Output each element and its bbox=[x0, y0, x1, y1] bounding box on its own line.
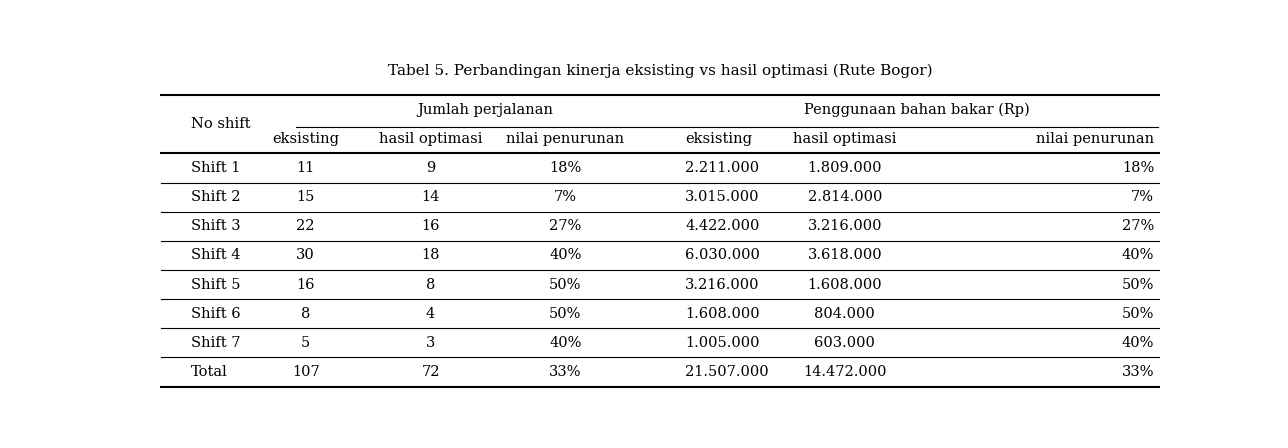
Text: 11: 11 bbox=[296, 161, 314, 175]
Text: 4.422.000: 4.422.000 bbox=[685, 219, 760, 233]
Text: Tabel 5. Perbandingan kinerja eksisting vs hasil optimasi (Rute Bogor): Tabel 5. Perbandingan kinerja eksisting … bbox=[388, 64, 933, 78]
Text: 1.809.000: 1.809.000 bbox=[808, 161, 882, 175]
Text: 1.608.000: 1.608.000 bbox=[808, 278, 882, 292]
Text: 18%: 18% bbox=[549, 161, 581, 175]
Text: 7%: 7% bbox=[554, 190, 577, 204]
Text: Shift 4: Shift 4 bbox=[191, 248, 241, 263]
Text: 3.216.000: 3.216.000 bbox=[808, 219, 882, 233]
Text: Shift 7: Shift 7 bbox=[191, 336, 241, 350]
Text: Shift 3: Shift 3 bbox=[191, 219, 241, 233]
Text: 16: 16 bbox=[296, 278, 316, 292]
Text: 40%: 40% bbox=[1122, 336, 1154, 350]
Text: 27%: 27% bbox=[1122, 219, 1154, 233]
Text: Shift 6: Shift 6 bbox=[191, 307, 241, 321]
Text: 18%: 18% bbox=[1122, 161, 1154, 175]
Text: Jumlah perjalanan: Jumlah perjalanan bbox=[417, 103, 554, 117]
Text: 50%: 50% bbox=[1122, 278, 1154, 292]
Text: nilai penurunan: nilai penurunan bbox=[506, 132, 625, 146]
Text: 40%: 40% bbox=[1122, 248, 1154, 263]
Text: 2.814.000: 2.814.000 bbox=[808, 190, 882, 204]
Text: 27%: 27% bbox=[549, 219, 581, 233]
Text: Shift 2: Shift 2 bbox=[191, 190, 241, 204]
Text: 107: 107 bbox=[292, 365, 319, 379]
Text: 15: 15 bbox=[296, 190, 316, 204]
Text: 21.507.000: 21.507.000 bbox=[685, 365, 769, 379]
Text: 9: 9 bbox=[426, 161, 435, 175]
Text: 18: 18 bbox=[421, 248, 439, 263]
Text: No shift: No shift bbox=[191, 117, 250, 131]
Text: 6.030.000: 6.030.000 bbox=[685, 248, 760, 263]
Text: 14.472.000: 14.472.000 bbox=[802, 365, 886, 379]
Text: hasil optimasi: hasil optimasi bbox=[379, 132, 482, 146]
Text: 50%: 50% bbox=[549, 307, 581, 321]
Text: 804.000: 804.000 bbox=[814, 307, 875, 321]
Text: 3.216.000: 3.216.000 bbox=[685, 278, 760, 292]
Text: 4: 4 bbox=[426, 307, 435, 321]
Text: 2.211.000: 2.211.000 bbox=[685, 161, 759, 175]
Text: nilai penurunan: nilai penurunan bbox=[1036, 132, 1154, 146]
Text: Shift 1: Shift 1 bbox=[191, 161, 241, 175]
Text: 1.608.000: 1.608.000 bbox=[685, 307, 760, 321]
Text: 3: 3 bbox=[426, 336, 435, 350]
Text: 30: 30 bbox=[296, 248, 316, 263]
Text: 50%: 50% bbox=[549, 278, 581, 292]
Text: eksisting: eksisting bbox=[685, 132, 752, 146]
Text: Penggunaan bahan bakar (Rp): Penggunaan bahan bakar (Rp) bbox=[804, 103, 1029, 117]
Text: 8: 8 bbox=[301, 307, 310, 321]
Text: 3.618.000: 3.618.000 bbox=[808, 248, 882, 263]
Text: 16: 16 bbox=[421, 219, 439, 233]
Text: 72: 72 bbox=[421, 365, 439, 379]
Text: hasil optimasi: hasil optimasi bbox=[793, 132, 896, 146]
Text: Total: Total bbox=[191, 365, 228, 379]
Text: 33%: 33% bbox=[549, 365, 581, 379]
Text: 5: 5 bbox=[301, 336, 310, 350]
Text: 3.015.000: 3.015.000 bbox=[685, 190, 760, 204]
Text: 33%: 33% bbox=[1122, 365, 1154, 379]
Text: 14: 14 bbox=[421, 190, 439, 204]
Text: 50%: 50% bbox=[1122, 307, 1154, 321]
Text: 1.005.000: 1.005.000 bbox=[685, 336, 760, 350]
Text: 603.000: 603.000 bbox=[814, 336, 876, 350]
Text: 8: 8 bbox=[426, 278, 435, 292]
Text: 22: 22 bbox=[296, 219, 316, 233]
Text: 40%: 40% bbox=[549, 336, 581, 350]
Text: Shift 5: Shift 5 bbox=[191, 278, 241, 292]
Text: eksisting: eksisting bbox=[272, 132, 339, 146]
Text: 40%: 40% bbox=[549, 248, 581, 263]
Text: 7%: 7% bbox=[1131, 190, 1154, 204]
